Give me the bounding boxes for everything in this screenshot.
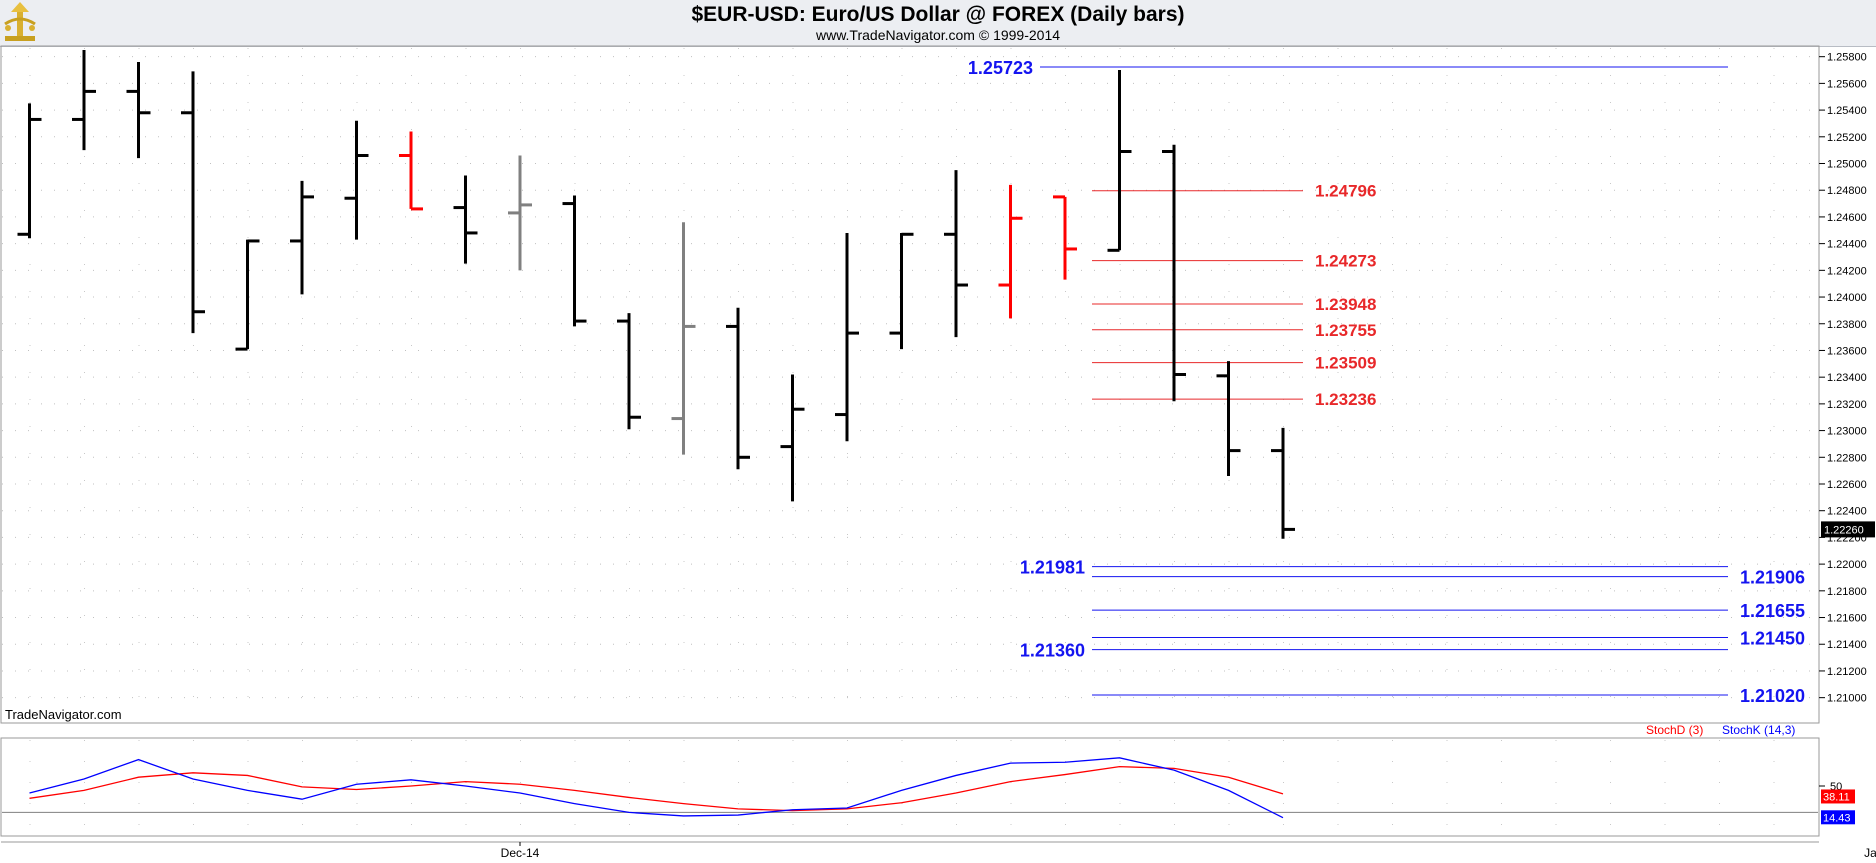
y-tick-label: 1.22400 xyxy=(1827,506,1867,518)
y-tick-label: 1.25000 xyxy=(1827,159,1867,171)
level-label-blue: 1.21360 xyxy=(1020,641,1085,661)
y-tick-label: 1.21200 xyxy=(1827,666,1867,678)
level-label-red: 1.23755 xyxy=(1315,321,1376,340)
y-tick-label: 1.25600 xyxy=(1827,78,1867,90)
ohlc-bar xyxy=(17,103,42,239)
y-tick-label: 1.25200 xyxy=(1827,132,1867,144)
chart-title: $EUR-USD: Euro/US Dollar @ FOREX (Daily … xyxy=(691,3,1185,26)
y-tick-label: 1.21600 xyxy=(1827,613,1867,625)
stoch-pane-border xyxy=(0,737,1820,837)
legend-stochk: StochK (14,3) xyxy=(1722,723,1795,737)
stochd-last-label: 38.11 xyxy=(1823,791,1850,803)
ohlc-bar xyxy=(1053,195,1077,280)
chart-header: $EUR-USD: Euro/US Dollar @ FOREX (Daily … xyxy=(0,0,1876,47)
stoch-grid xyxy=(2,740,1818,834)
price-axis: 1.25800 1.25600 1.25400 1.25200 1.25000 1.248… xyxy=(1819,52,1875,705)
ohlc-bar xyxy=(290,180,314,295)
date-axis: Dec-14 Jan-15 xyxy=(1,841,1876,860)
stochd-last-tag xyxy=(1821,789,1855,804)
y-tick-label: 1.24000 xyxy=(1827,292,1867,304)
y-tick-label: 1.24800 xyxy=(1827,185,1867,197)
ohlc-bar xyxy=(72,50,96,151)
level-label-blue: 1.25723 xyxy=(968,58,1033,78)
ohlc-bar xyxy=(1107,70,1132,252)
price-grid xyxy=(2,48,1818,722)
stoch-lines xyxy=(29,757,1284,819)
trade-navigator-logo-icon xyxy=(4,2,36,41)
y-tick-label: 1.23800 xyxy=(1827,319,1867,331)
ohlc-bar xyxy=(344,120,369,240)
ohlc-bar xyxy=(998,184,1023,319)
ohlc-bar xyxy=(944,170,968,338)
stochk-last-tag xyxy=(1821,810,1855,825)
level-label-red: 1.23948 xyxy=(1315,295,1376,314)
stochd-line xyxy=(29,765,1284,812)
level-label-red: 1.23509 xyxy=(1315,354,1376,373)
ohlc-bar xyxy=(671,222,696,455)
ohlc-bar xyxy=(1271,427,1295,539)
ohlc-bar xyxy=(453,175,478,264)
y-tick-label: 1.21800 xyxy=(1827,586,1867,598)
level-label-blue: 1.21906 xyxy=(1740,568,1805,588)
stoch-legend: StochD (3) StochK (14,3) xyxy=(1646,723,1795,737)
y-tick-label: 1.21400 xyxy=(1827,639,1867,651)
y-tick-label: 1.22000 xyxy=(1827,559,1867,571)
ohlc-bar xyxy=(726,307,750,470)
watermark: TradeNavigator.com xyxy=(5,707,122,722)
level-label-red: 1.24796 xyxy=(1315,182,1376,201)
y-tick-label: 1.22800 xyxy=(1827,452,1867,464)
ohlc-bar xyxy=(617,313,641,430)
level-label-red: 1.23236 xyxy=(1315,390,1376,409)
y-tick-label: 1.24600 xyxy=(1827,212,1867,224)
ohlc-bar xyxy=(508,155,532,271)
y-tick-label: 1.23400 xyxy=(1827,372,1867,384)
ohlc-bar xyxy=(399,131,423,211)
legend-stochd: StochD (3) xyxy=(1646,723,1703,737)
level-label-blue: 1.21655 xyxy=(1740,601,1805,621)
last-price-label: 1.22260 xyxy=(1824,524,1864,536)
y-tick-label: 1.23600 xyxy=(1827,345,1867,357)
y-tick-label: 1.21000 xyxy=(1827,693,1867,705)
y-tick-label: 1.23000 xyxy=(1827,426,1867,438)
y-tick-label: 1.22600 xyxy=(1827,479,1867,491)
price-bars xyxy=(17,50,1295,539)
ohlc-bar xyxy=(126,62,151,159)
ohlc-bar xyxy=(1162,144,1186,402)
price-pane-border xyxy=(0,45,1820,724)
last-price-tag xyxy=(1821,521,1875,538)
level-label-blue: 1.21020 xyxy=(1740,686,1805,706)
level-label-red: 1.24273 xyxy=(1315,252,1376,271)
stochk-last-label: 14.43 xyxy=(1823,812,1851,824)
ohlc-bar xyxy=(889,232,914,350)
level-label-blue: 1.21450 xyxy=(1740,629,1805,649)
stochk-line xyxy=(29,757,1284,819)
ohlc-bar xyxy=(1216,361,1241,476)
y-tick-label: 1.24200 xyxy=(1827,265,1867,277)
price-levels: 1.24796 1.24273 1.23948 1.23755 1.23509 1.232… xyxy=(968,58,1805,706)
ohlc-bar xyxy=(562,195,587,327)
x-tick-label: Dec-14 xyxy=(501,846,540,860)
ohlc-bar xyxy=(835,232,859,442)
y-tick-label: 1.23200 xyxy=(1827,399,1867,411)
chart-subtitle: www.TradeNavigator.com © 1999-2014 xyxy=(815,27,1061,43)
x-tick-label: Jan-15 xyxy=(1864,846,1876,860)
y-tick-label: 1.25400 xyxy=(1827,105,1867,117)
ohlc-bar xyxy=(181,71,205,334)
level-label-blue: 1.21981 xyxy=(1020,558,1085,578)
y-tick-label: 1.24400 xyxy=(1827,239,1867,251)
ohlc-bar xyxy=(780,374,805,502)
ohlc-bar xyxy=(235,239,260,351)
y-tick-label: 1.25800 xyxy=(1827,52,1867,64)
